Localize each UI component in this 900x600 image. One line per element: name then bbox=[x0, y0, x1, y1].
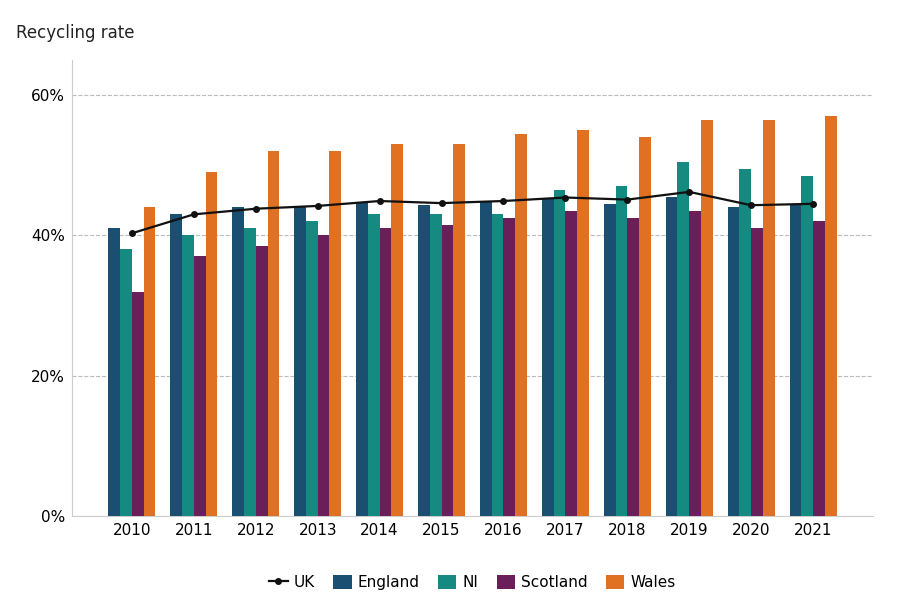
Bar bbox=[430, 214, 442, 516]
Bar bbox=[554, 190, 565, 516]
Bar bbox=[701, 119, 713, 516]
Bar bbox=[392, 144, 403, 516]
Bar bbox=[763, 119, 775, 516]
Bar bbox=[108, 229, 121, 516]
Bar bbox=[824, 116, 837, 516]
Bar bbox=[801, 176, 813, 516]
Bar bbox=[205, 172, 218, 516]
Bar bbox=[244, 229, 256, 516]
Bar bbox=[577, 130, 589, 516]
Legend: UK, England, NI, Scotland, Wales: UK, England, NI, Scotland, Wales bbox=[263, 569, 682, 596]
Bar bbox=[515, 134, 527, 516]
Bar bbox=[294, 206, 306, 516]
Bar bbox=[604, 204, 616, 516]
Bar bbox=[491, 214, 503, 516]
Bar bbox=[740, 169, 752, 516]
Bar bbox=[542, 199, 554, 516]
Bar bbox=[454, 144, 465, 516]
Bar bbox=[727, 208, 740, 516]
Bar bbox=[418, 205, 430, 516]
Bar bbox=[232, 208, 244, 516]
Bar bbox=[267, 151, 279, 516]
Bar bbox=[616, 186, 627, 516]
Bar bbox=[639, 137, 651, 516]
Bar bbox=[503, 218, 515, 516]
Bar bbox=[306, 221, 318, 516]
Bar bbox=[132, 292, 144, 516]
Bar bbox=[442, 225, 454, 516]
Bar bbox=[480, 201, 491, 516]
Bar bbox=[256, 246, 267, 516]
Bar bbox=[380, 229, 392, 516]
Bar bbox=[194, 256, 205, 516]
Bar bbox=[121, 250, 132, 516]
Bar bbox=[565, 211, 577, 516]
Bar bbox=[329, 151, 341, 516]
Bar bbox=[666, 197, 678, 516]
Bar bbox=[627, 218, 639, 516]
Bar bbox=[356, 202, 368, 516]
Bar bbox=[170, 214, 182, 516]
Text: Recycling rate: Recycling rate bbox=[16, 24, 134, 42]
Bar bbox=[318, 235, 329, 516]
Bar bbox=[789, 205, 801, 516]
Bar bbox=[813, 221, 824, 516]
Bar bbox=[678, 162, 689, 516]
Bar bbox=[689, 211, 701, 516]
Bar bbox=[368, 214, 380, 516]
Bar bbox=[752, 229, 763, 516]
Bar bbox=[144, 208, 156, 516]
Bar bbox=[182, 235, 194, 516]
